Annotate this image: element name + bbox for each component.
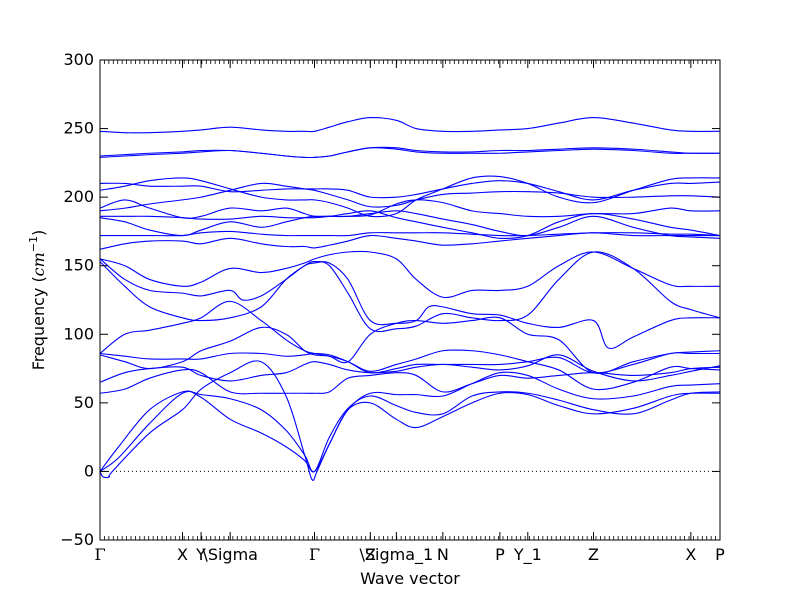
phonon-branch-19	[99, 182, 721, 212]
phonon-branch-13	[100, 230, 721, 237]
phonon-branch-1	[99, 390, 721, 473]
y-axis-title-close: )	[29, 230, 48, 236]
x-axis-title: Wave vector	[360, 569, 460, 588]
x-tick-label: P	[715, 545, 725, 564]
y-axis-title: Frequency (cm−1)	[27, 230, 48, 371]
y-tick-label: 200	[63, 187, 94, 206]
y-tick-label: 250	[63, 119, 94, 138]
x-tick-label: Γ	[309, 545, 320, 564]
phonon-branch-6	[99, 326, 721, 391]
phonon-branch-21	[99, 146, 721, 159]
x-tick-label: \Sigma	[202, 545, 258, 564]
y-axis-title-unit: cm	[29, 252, 48, 276]
y-axis-title-text: Frequency (	[29, 276, 48, 370]
y-tick-label: −50	[60, 530, 94, 549]
y-tick-label: 300	[63, 50, 94, 69]
phonon-branch-3	[99, 360, 721, 481]
phonon-branch-22	[99, 117, 721, 134]
x-tick-label: \Sigma_1	[360, 545, 434, 565]
x-tick-label: Y	[195, 545, 206, 564]
x-tick-label: Z	[365, 545, 376, 564]
phonon-branch-2	[99, 390, 721, 473]
phonon-branch-8	[99, 300, 721, 374]
phonon-branch-9	[99, 258, 721, 350]
phonon-branch-17	[99, 175, 721, 218]
x-tick-label: P	[495, 545, 505, 564]
x-tick-label: N	[437, 545, 449, 564]
y-tick-label: 100	[63, 324, 94, 343]
x-tick-label: X	[685, 545, 696, 564]
x-tick-label: Z	[588, 545, 599, 564]
x-tick-label: X	[177, 545, 188, 564]
phonon-branch-18	[99, 180, 721, 201]
y-axis-title-exponent: −1	[27, 236, 40, 252]
y-tick-label: 150	[63, 256, 94, 275]
phonon-branch-14	[99, 210, 721, 239]
x-tick-label: Γ	[94, 545, 105, 564]
phonon-branch-11	[99, 250, 721, 299]
y-tick-label: 0	[84, 461, 94, 480]
phonon-branch-16	[99, 199, 721, 219]
plot-area	[99, 117, 721, 481]
y-tick-label: 50	[74, 393, 94, 412]
axis-ticks: Γ X Y\Sigma Γ Z\Sigma_1 N P Y_1 Z X P−500501001502…	[60, 50, 725, 565]
x-tick-label: Y_1	[513, 545, 542, 565]
